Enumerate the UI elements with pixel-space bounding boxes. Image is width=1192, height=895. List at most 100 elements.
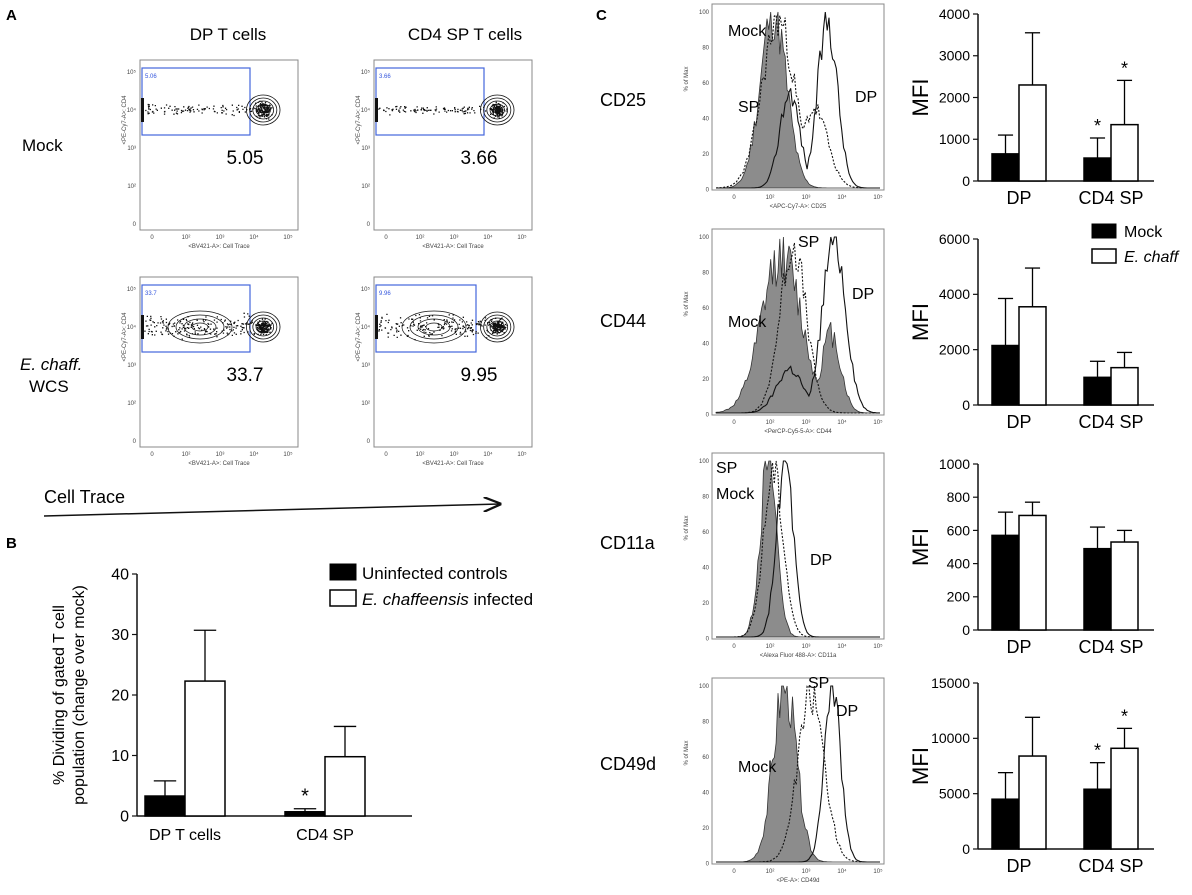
x-tick-label: 10² [416,452,425,458]
y-tick-label: 40 [702,791,709,797]
legend-label-infected-italic: E. chaffeensis [362,590,469,609]
y-tick-label: 6000 [939,231,970,247]
population-label: DP [855,89,877,106]
density-contour [417,318,451,336]
x-tick-label: 10⁵ [873,868,883,875]
density-contour [191,322,209,332]
gate-box [141,67,251,136]
x-tick-label: 10⁴ [249,451,259,458]
y-tick-label: 400 [947,556,971,572]
x-tick-label: 10² [766,644,775,650]
event-dots [145,100,273,120]
mfi-legend: Mock E. chaff [1091,223,1180,266]
density-contour [480,94,515,126]
y-tick-label: 10⁴ [127,107,137,114]
gate-percentage: 3.66 [461,148,498,169]
category-label: DP [1006,188,1031,208]
panel-b-bar-chart: 0 10 20 30 40 DP T cells * CD4 SP % Dividing of … [51,567,412,844]
y-axis-title-line1: % Dividing of gated T cell [51,605,68,785]
histogram-dp [716,685,880,863]
category-label: DP [1006,637,1031,657]
bar-infected [1110,747,1139,850]
histogram-frame [711,3,885,191]
density-contour [246,94,281,126]
histogram-mock [715,236,880,414]
density-contour [489,103,505,117]
y-tick-label: 0 [367,439,371,445]
category-label: CD4 SP [1078,412,1143,432]
dot-plot-3: 33.7 33.7 0 10² 10³ 10⁴ 10⁵ 10⁵ 10⁴ 10³ 10² 0 <BV421… [122,276,299,467]
gate-box [375,67,485,136]
y-tick-label: 10⁵ [127,286,137,293]
y-tick-label: 10³ [127,146,136,152]
y-tick-label: 60 [702,81,709,87]
population-label: DP [836,703,858,720]
y-axis-label: <PE-Cy7-A>: CD4 [356,312,362,362]
legend-swatch-infected [329,589,357,607]
x-tick-label: 10³ [802,195,811,201]
x-axis-label: <BV421-A>: Cell Trace [422,461,484,467]
histogram-sp [715,14,880,189]
y-axis-label: <PE-Cy7-A>: CD4 [122,95,128,145]
y-axis-title: MFI [908,79,933,117]
row-label-mock: Mock [22,136,63,155]
y-tick-label: 80 [702,495,709,501]
y-tick-label: 10⁴ [361,324,371,331]
x-tick-label: 10³ [802,420,811,426]
axis-pileup [141,98,144,122]
y-tick-label: 10⁵ [361,69,371,76]
density-contour [167,310,233,344]
bar-control [1083,157,1112,182]
histogram-dp [716,236,880,414]
y-tick-label: 0 [962,173,970,189]
mfi-chart-cd44: 0 2000 4000 6000 DP CD4 SP MFI [908,231,1154,432]
row-label-wcs: WCS [29,377,69,396]
cell-trace-arrow [43,504,500,517]
significance-star: * [301,786,309,808]
mfi-legend-mock: Mock [1124,224,1163,241]
y-axis-label: % of Max [684,291,690,316]
histogram-sp [716,242,880,414]
density-contour [249,314,278,340]
dot-plot-2: 3.66 3.66 0 10² 10³ 10⁴ 10⁵ 10⁵ 10⁴ 10³ 10² 0 <BV421… [356,59,533,250]
x-tick-label: 10⁵ [517,234,527,241]
x-tick-label: 10⁴ [837,643,847,650]
y-tick-label: 20 [702,152,709,158]
y-tick-label: 0 [706,188,710,194]
histogram-cd25: CD25 100 80 60 40 20 0 0 10² 10³ 10⁴ 10⁵ <APC-Cy7-A>… [600,3,885,210]
population-label: SP [798,234,819,251]
significance-star: * [1094,116,1101,136]
bar-infected [324,755,366,817]
density-contour [492,106,502,114]
axis-pileup [375,315,378,339]
category-label: CD4 SP [1078,637,1143,657]
panel-label-a: A [6,7,17,24]
histogram-cd49d: CD49d 100 80 60 40 20 0 0 10² 10³ 10⁴ 10⁵ <PE-A>: CD… [600,675,885,884]
col-title-cd4sp: CD4 SP T cells [408,25,522,44]
dot-plot-frame [373,276,533,448]
bar-control [1083,788,1112,850]
population-label: SP [716,460,737,477]
dot-plot-4: 9.96 9.95 0 10² 10³ 10⁴ 10⁵ 10⁵ 10⁴ 10³ 10² 0 <BV421… [356,276,533,467]
x-tick-label: 0 [732,644,736,650]
dot-plot-frame [373,59,533,231]
x-tick-label: 10³ [802,869,811,875]
density-contour [183,318,217,336]
cell-trace-arrow-label: Cell Trace [44,487,125,507]
gate-label: 3.66 [379,74,391,80]
bar-infected [184,680,226,817]
x-tick-label: 10⁵ [873,194,883,201]
x-axis-label: <PerCP-Cy5-5-A>: CD44 [764,429,832,435]
bar-chart-dividing: 0 10 20 30 40 DP T cells * CD4 SP % Dividing of … [51,567,412,844]
y-tick-label: 80 [702,46,709,52]
y-tick-label: 0 [133,439,137,445]
y-tick-label: 0 [706,413,710,419]
histogram-dp [716,460,880,638]
y-tick-label: 30 [111,627,129,644]
x-tick-label: 10⁵ [873,419,883,426]
y-tick-label: 1000 [939,456,970,472]
y-tick-label: 10³ [127,363,136,369]
marker-label: CD11a [600,533,656,553]
category-label: CD4 SP [1078,188,1143,208]
